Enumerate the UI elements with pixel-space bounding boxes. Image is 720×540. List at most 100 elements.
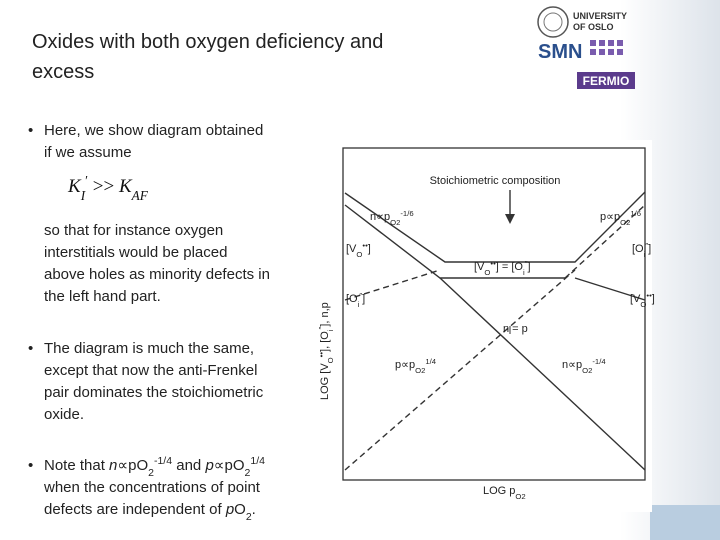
diagram-heading: Stoichiometric composition xyxy=(430,175,561,187)
text-run: p∝p xyxy=(395,359,415,371)
logo-dots xyxy=(590,40,623,55)
bullet-line: defects are independent of pO2. xyxy=(44,501,256,523)
text-run: if we assume xyxy=(44,144,132,161)
text-run: ″ xyxy=(317,326,326,329)
diagram-label: p∝pO21/6 xyxy=(600,209,641,227)
logo-box xyxy=(577,72,635,89)
bullet-line: when the concentrations of point xyxy=(43,479,261,496)
logo-text: OF OSLO xyxy=(573,22,614,32)
diagram-label: [VO••] = [Oi″] xyxy=(474,259,531,277)
text-run: so that for instance oxygen xyxy=(44,222,223,239)
seal xyxy=(543,12,563,32)
bullet-line: except that now the anti-Frenkel xyxy=(44,362,257,379)
text-run: [O xyxy=(346,293,358,305)
text-run: LOG p xyxy=(483,485,515,497)
text-run: 1/4 xyxy=(250,455,265,467)
seal xyxy=(537,6,569,38)
logo-text: FERMIO xyxy=(583,74,630,88)
text-run: ] = [O xyxy=(496,261,524,273)
text-run: [V xyxy=(474,261,485,273)
bullet-marker: • xyxy=(28,457,33,474)
x-axis-label: LOG pO2 xyxy=(483,485,526,501)
text-run: ] xyxy=(368,243,371,255)
text-run: >> xyxy=(88,176,119,197)
text-run: O xyxy=(356,250,362,259)
logo-text: UNIVERSITY xyxy=(573,11,627,21)
diagram-label: n = p xyxy=(503,323,528,335)
diagram-label: n∝pO2-1/4 xyxy=(562,357,606,375)
title: Oxides with both oxygen deficiency and xyxy=(32,31,383,53)
text-run: •• xyxy=(490,259,496,268)
text-run: interstitials would be placed xyxy=(44,244,227,261)
text-run: O xyxy=(484,268,490,277)
bullet-marker: • xyxy=(28,122,33,139)
text-run: O2 xyxy=(390,218,400,227)
text-run: K xyxy=(118,176,133,197)
text-run: when the concentrations of point xyxy=(43,479,261,496)
text-run: O2 xyxy=(415,366,425,375)
text-run: O xyxy=(326,357,335,363)
text-run: [V xyxy=(346,243,357,255)
text-run: K xyxy=(67,176,82,197)
text-run: O xyxy=(640,300,646,309)
formula: KI′ >> KAF xyxy=(67,173,149,203)
text-run: ∝p xyxy=(117,457,136,474)
text-run: n xyxy=(109,457,117,474)
diagram-label: [Oi″] xyxy=(346,291,365,309)
text-run: i xyxy=(644,250,646,259)
text-run: ″ xyxy=(645,241,648,250)
text-run: except that now the anti-Frenkel xyxy=(44,362,257,379)
bullet-line: Note that n∝pO2-1/4 and p∝pO21/4 xyxy=(44,455,265,479)
text-run: LOG [V xyxy=(319,363,331,400)
text-run: -1/4 xyxy=(592,357,606,366)
diagram xyxy=(330,140,652,512)
curve xyxy=(574,277,646,301)
text-run: ∝pO xyxy=(214,457,245,474)
bullet-line: Here, we show diagram obtained xyxy=(44,122,263,139)
diagram-label: [VO••] xyxy=(630,291,655,309)
text-run: ], [O xyxy=(319,331,331,352)
title: excess xyxy=(32,61,94,83)
text-run: [V xyxy=(630,293,641,305)
text-run: p xyxy=(225,501,234,518)
text-run: oxide. xyxy=(44,406,84,423)
text-run: ] xyxy=(527,261,530,273)
text-run: ] xyxy=(362,293,365,305)
text-run: 2 xyxy=(245,467,251,479)
text-run: pair dominates the stoichiometric xyxy=(44,384,264,401)
text-run: O2 xyxy=(582,366,592,375)
text-run: ] xyxy=(648,243,651,255)
text-run: •• xyxy=(317,352,326,358)
text-run: above holes as minority defects in xyxy=(44,266,270,283)
text-run: O2 xyxy=(515,492,525,501)
text-run: I xyxy=(80,188,86,203)
text-run: i xyxy=(326,329,335,331)
bullet-line: pair dominates the stoichiometric xyxy=(44,384,264,401)
text-run: •• xyxy=(646,291,652,300)
text-run: Note that xyxy=(44,457,109,474)
bullet-line: interstitials would be placed xyxy=(44,244,227,261)
text-run: •• xyxy=(362,241,368,250)
logo-text: SMN xyxy=(538,41,582,63)
text-run: p∝p xyxy=(600,211,620,223)
curve xyxy=(439,277,646,471)
text-run: i xyxy=(523,268,525,277)
bullet-line: so that for instance oxygen xyxy=(44,222,223,239)
text-run: Here, we show diagram obtained xyxy=(44,122,263,139)
background-art xyxy=(650,505,720,540)
bullet-marker: • xyxy=(28,340,33,357)
bullet-line: above holes as minority defects in xyxy=(44,266,270,283)
text-run: i xyxy=(358,300,360,309)
text-run: n∝p xyxy=(562,359,582,371)
text-run: and xyxy=(172,457,205,474)
logo: UNIVERSITY OF OSLO SMN FERMIO xyxy=(537,6,635,89)
text-run: O2 xyxy=(620,218,630,227)
text-run: defects are independent of xyxy=(44,501,226,518)
diagram-label: [Oi″] xyxy=(632,241,651,259)
text-run: n = p xyxy=(503,323,528,335)
curve xyxy=(564,204,646,279)
text-run: . xyxy=(252,501,256,518)
text-run: ″ xyxy=(525,259,528,268)
text-run: ], n,p xyxy=(319,302,331,326)
